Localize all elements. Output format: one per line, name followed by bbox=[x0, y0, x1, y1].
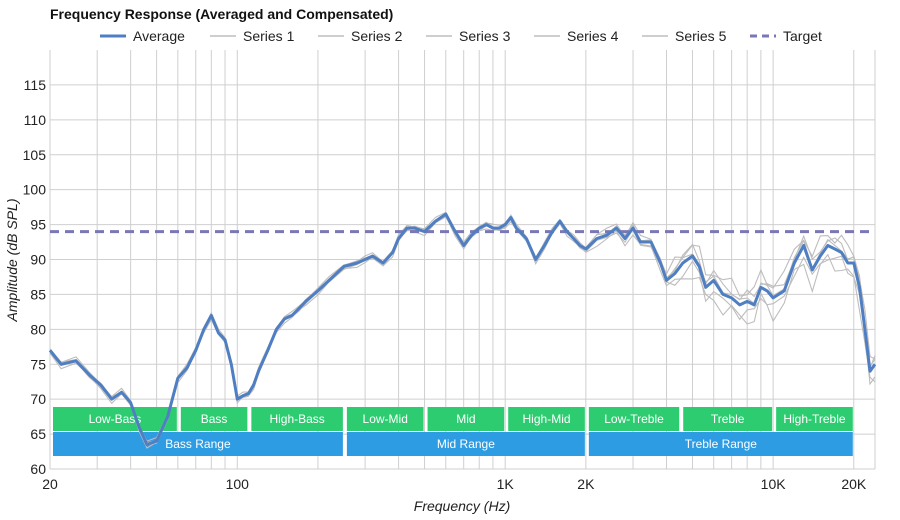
y-axis-label: Amplitude (dB SPL) bbox=[4, 199, 20, 323]
band-block bbox=[776, 407, 853, 431]
chart-legend: Average Series 1 Series 2 Series 3 Series 4 S… bbox=[100, 28, 822, 44]
band-block bbox=[508, 407, 585, 431]
band-block bbox=[346, 432, 585, 456]
band-block bbox=[683, 407, 773, 431]
band-label: Treble Range bbox=[685, 437, 758, 451]
band-label: Bass Range bbox=[165, 437, 231, 451]
average-curve bbox=[48, 212, 877, 447]
band-block bbox=[588, 432, 853, 456]
band-block bbox=[588, 407, 680, 431]
chart-title: Frequency Response (Averaged and Compens… bbox=[50, 6, 393, 22]
legend-label: Series 3 bbox=[459, 28, 511, 44]
band-block bbox=[427, 407, 505, 431]
legend-label: Series 1 bbox=[243, 28, 295, 44]
x-tick-label: 100 bbox=[226, 476, 250, 492]
y-tick-label: 90 bbox=[30, 252, 46, 268]
x-tick-label: 1K bbox=[497, 476, 515, 492]
band-block bbox=[180, 407, 248, 431]
legend-label: Series 5 bbox=[675, 28, 727, 44]
y-tick-label: 85 bbox=[30, 286, 46, 302]
band-label: High-Mid bbox=[523, 412, 571, 426]
y-tick-label: 65 bbox=[30, 426, 46, 442]
y-tick-label: 100 bbox=[23, 182, 47, 198]
band-label: Bass bbox=[201, 412, 228, 426]
y-tick-label: 105 bbox=[23, 147, 47, 163]
x-tick-label: 2K bbox=[577, 476, 595, 492]
y-tick-label: 75 bbox=[30, 356, 46, 372]
average-line bbox=[48, 212, 877, 447]
x-tick-label: 10K bbox=[761, 476, 787, 492]
x-axis-ticks: 20 100 1K 2K 10K 20K bbox=[42, 476, 867, 492]
legend-label: Average bbox=[133, 28, 185, 44]
band-label: Low-Mid bbox=[363, 412, 408, 426]
band-block bbox=[251, 407, 343, 431]
band-label: High-Bass bbox=[269, 412, 324, 426]
band-label: Treble bbox=[711, 412, 745, 426]
band-label: Mid bbox=[456, 412, 475, 426]
band-block bbox=[53, 432, 343, 456]
band-label: Low-Treble bbox=[604, 412, 664, 426]
band-block bbox=[346, 407, 424, 431]
y-tick-label: 70 bbox=[30, 391, 46, 407]
y-tick-label: 110 bbox=[24, 112, 47, 128]
y-tick-label: 115 bbox=[24, 77, 47, 93]
x-axis-label: Frequency (Hz) bbox=[414, 498, 510, 514]
x-tick-label: 20K bbox=[841, 476, 867, 492]
x-tick-label: 20 bbox=[42, 476, 58, 492]
band-label: Low-Bass bbox=[89, 412, 142, 426]
y-axis-ticks: 60 65 70 75 80 85 90 95 100 105 110 115 bbox=[23, 77, 47, 477]
legend-label: Series 2 bbox=[351, 28, 403, 44]
frequency-bands: Low-Bass Bass High-Bass Low-Mid Mid High-Mid L… bbox=[53, 407, 853, 456]
grid-lines bbox=[49, 50, 876, 470]
band-block bbox=[53, 407, 177, 431]
legend-label: Series 4 bbox=[567, 28, 619, 44]
y-tick-label: 80 bbox=[30, 321, 46, 337]
legend-label: Target bbox=[783, 28, 822, 44]
band-label: Mid Range bbox=[437, 437, 495, 451]
y-tick-label: 95 bbox=[30, 217, 46, 233]
y-tick-label: 60 bbox=[30, 461, 46, 477]
band-label: High-Treble bbox=[783, 412, 846, 426]
